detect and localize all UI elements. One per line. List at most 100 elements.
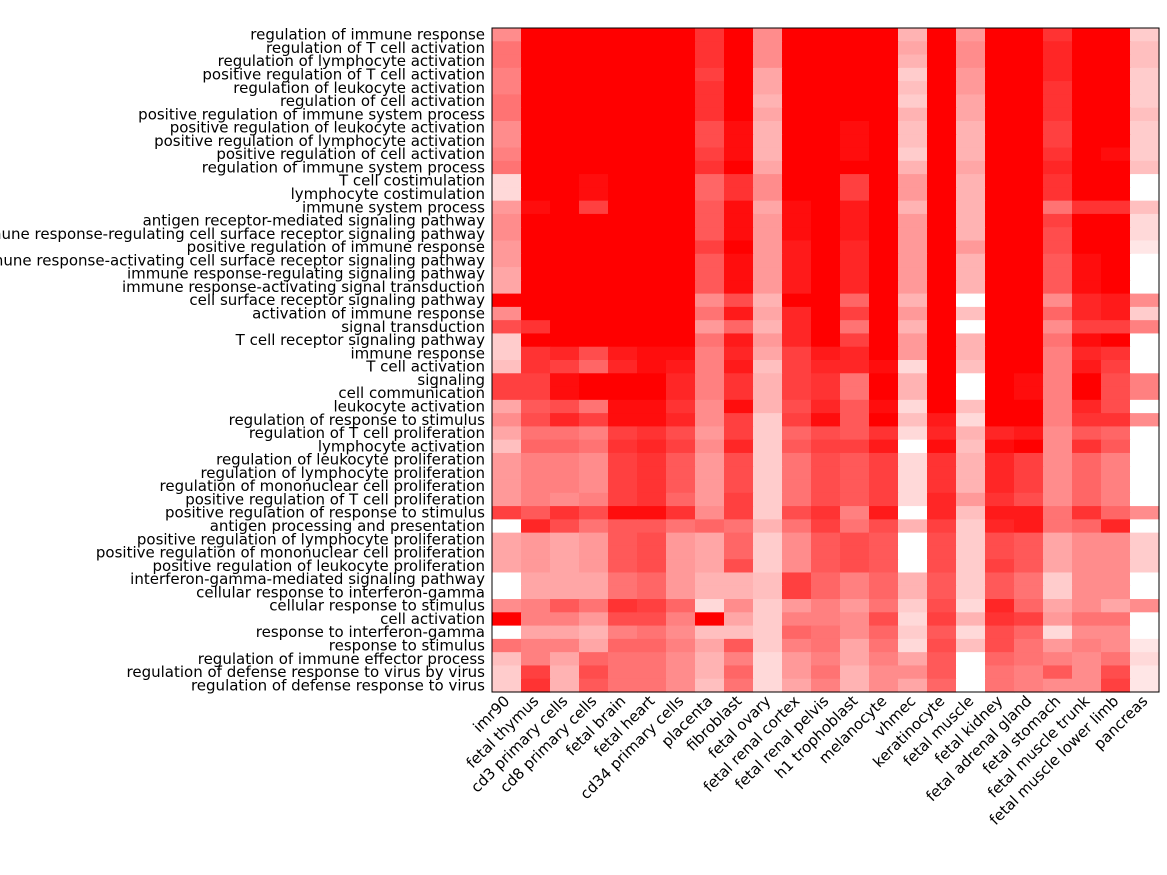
heatmap-cell (898, 253, 928, 268)
heatmap-cell (1072, 625, 1102, 640)
heatmap-cell (1014, 107, 1044, 122)
heatmap-cell (753, 652, 783, 667)
heatmap-cell (840, 267, 870, 281)
heatmap-cell (985, 373, 1015, 388)
heatmap-cell (1072, 333, 1102, 348)
heatmap-cell (579, 585, 609, 600)
heatmap-cell (1043, 54, 1073, 69)
heatmap-cell (724, 452, 754, 467)
heatmap-cell (521, 373, 551, 388)
heatmap-cell (956, 81, 986, 95)
heatmap-cell (695, 333, 725, 348)
heatmap-cell (898, 200, 928, 215)
heatmap-cell (753, 120, 783, 135)
heatmap-cell (840, 585, 870, 600)
heatmap-cell (811, 320, 841, 335)
heatmap-cell (550, 280, 580, 295)
heatmap-cell (550, 492, 580, 507)
heatmap-cell (898, 280, 928, 295)
heatmap-cell (811, 200, 841, 215)
heatmap-cell (782, 213, 812, 228)
heatmap-cell (521, 320, 551, 335)
row-label: positive regulation of lymphocyte activa… (154, 132, 485, 150)
heatmap-cell (666, 187, 696, 202)
heatmap-cell (1072, 373, 1102, 388)
heatmap-cell (1043, 678, 1073, 693)
heatmap-cell (869, 346, 899, 361)
heatmap-cell (579, 134, 609, 149)
row-label: positive regulation of immune system pro… (138, 105, 485, 123)
heatmap-cell (492, 559, 522, 574)
heatmap-cell (579, 386, 609, 401)
heatmap-cell (869, 612, 899, 627)
heatmap-cell (608, 227, 638, 242)
heatmap-cell (666, 200, 696, 215)
heatmap-cell (1101, 147, 1131, 162)
heatmap-cell (840, 492, 870, 507)
heatmap-cell (869, 479, 899, 494)
heatmap-cell (782, 160, 812, 175)
heatmap-cell (1101, 320, 1131, 335)
heatmap-cell (492, 625, 522, 640)
row-label: regulation of defense response to virus (191, 676, 485, 694)
heatmap-cell (579, 439, 609, 454)
heatmap-cell (927, 147, 957, 162)
heatmap-cell (782, 253, 812, 268)
heatmap-cell (550, 67, 580, 82)
heatmap-cell (1072, 452, 1102, 467)
heatmap-cell (753, 625, 783, 640)
heatmap-cell (637, 413, 667, 427)
heatmap-cell (521, 399, 551, 414)
heatmap-cell (811, 519, 841, 534)
heatmap-cell (608, 174, 638, 188)
heatmap-cell (724, 413, 754, 427)
heatmap-cell (666, 94, 696, 109)
heatmap-cell (927, 532, 957, 547)
heatmap-cell (521, 54, 551, 69)
heatmap-cell (811, 81, 841, 95)
heatmap-cell (1130, 665, 1160, 680)
heatmap-cell (1130, 572, 1160, 587)
row-label: regulation of immune response (250, 26, 485, 44)
heatmap-cell (1130, 187, 1160, 202)
heatmap-cell (1043, 492, 1073, 507)
heatmap-cell (1101, 426, 1131, 441)
heatmap-cell (724, 81, 754, 95)
heatmap-cell (666, 652, 696, 667)
heatmap-cell (492, 240, 522, 255)
heatmap-cell (985, 293, 1015, 308)
heatmap-cell (492, 346, 522, 361)
heatmap-cell (811, 107, 841, 122)
heatmap-cell (1101, 28, 1131, 42)
heatmap-cell (1101, 572, 1131, 587)
heatmap-cell (956, 413, 986, 427)
heatmap-cell (1072, 519, 1102, 534)
heatmap-cell (985, 54, 1015, 69)
heatmap-cell (956, 559, 986, 574)
heatmap-cell (579, 638, 609, 653)
heatmap-cell (1014, 187, 1044, 202)
heatmap-cell (1072, 585, 1102, 600)
row-label: immune response (350, 344, 485, 362)
heatmap-cell (753, 28, 783, 42)
heatmap-cell (1130, 599, 1160, 613)
heatmap-cell (956, 399, 986, 414)
heatmap-cell (608, 134, 638, 149)
heatmap-cell (608, 572, 638, 587)
heatmap-cell (985, 479, 1015, 494)
heatmap-cell (492, 532, 522, 547)
heatmap-cell (1130, 213, 1160, 228)
heatmap-cell (927, 160, 957, 175)
heatmap-cell (521, 506, 551, 520)
heatmap-cell (1043, 333, 1073, 348)
heatmap-cell (637, 240, 667, 255)
heatmap-cell (898, 81, 928, 95)
heatmap-cell (637, 466, 667, 481)
heatmap-cell (1101, 187, 1131, 202)
heatmap-cell (1130, 333, 1160, 348)
heatmap-cell (898, 107, 928, 122)
heatmap-cell (985, 160, 1015, 175)
heatmap-cell (521, 466, 551, 481)
heatmap-cell (1014, 346, 1044, 361)
heatmap-cell (840, 346, 870, 361)
